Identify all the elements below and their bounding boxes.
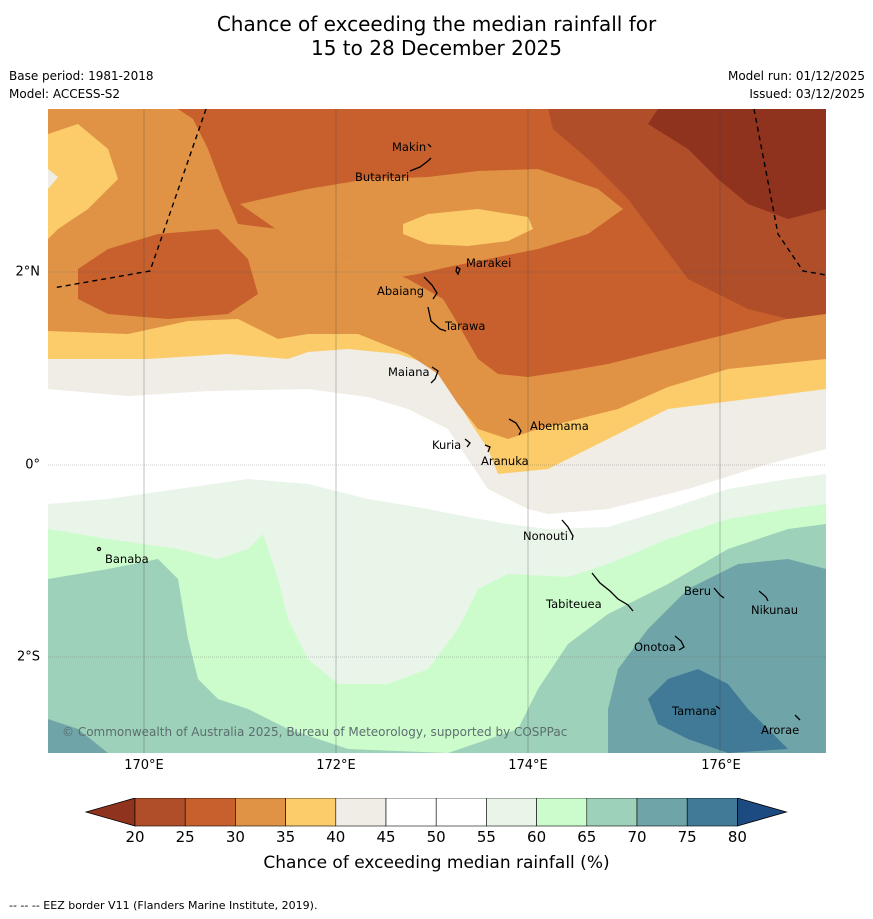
meta-right: Model run: 01/12/2025 Issued: 03/12/2025 bbox=[728, 67, 865, 103]
place-label: Arorae bbox=[761, 723, 799, 737]
model-run: Model run: 01/12/2025 bbox=[727, 69, 865, 83]
lon-label-172e: 172°E bbox=[316, 758, 356, 773]
lat-label-2n: 2°N bbox=[15, 264, 41, 280]
island-makin bbox=[427, 143, 432, 148]
title-line-2: 15 to 28 December 2025 bbox=[310, 36, 562, 60]
colorbar-over-arrow bbox=[737, 798, 788, 827]
island-onotoa bbox=[674, 635, 685, 651]
island-nonouti bbox=[561, 519, 574, 541]
island-abemama bbox=[508, 418, 522, 436]
lon-label-176e: 176°E bbox=[701, 758, 741, 773]
island-tarawa bbox=[427, 306, 447, 332]
lon-label-170e: 170°E bbox=[124, 758, 164, 773]
colorbar-cell bbox=[435, 798, 487, 827]
island-tabiteuea bbox=[591, 572, 634, 612]
place-label: Nonouti bbox=[523, 529, 568, 543]
colorbar-cell bbox=[385, 798, 437, 827]
colorbar-cell bbox=[586, 798, 638, 827]
place-label: Abemama bbox=[530, 419, 589, 433]
graticule bbox=[48, 109, 826, 753]
place-label: Makin bbox=[392, 140, 426, 154]
place-label: Kuria bbox=[432, 438, 461, 452]
place-label: Tarawa bbox=[444, 319, 485, 333]
island-maiana bbox=[430, 366, 439, 384]
colorbar-tick-label: 40 bbox=[326, 828, 346, 846]
colorbar-cell bbox=[486, 798, 537, 827]
colorbar-cell bbox=[184, 798, 236, 827]
island-tamana bbox=[715, 705, 721, 710]
islands bbox=[96, 143, 801, 721]
colorbar-tick-label: 65 bbox=[577, 828, 597, 846]
place-label: Abaiang bbox=[377, 284, 424, 298]
colorbar-cells bbox=[85, 798, 788, 827]
place-label: Banaba bbox=[105, 552, 149, 566]
island-nikunau bbox=[758, 590, 769, 602]
colorbar-cell bbox=[686, 798, 738, 827]
colorbar-tick-label: 55 bbox=[476, 828, 496, 846]
base-period: Base period: 1981-2018 bbox=[9, 69, 154, 83]
place-label: Onotoa bbox=[634, 640, 676, 654]
band-70-75-sw bbox=[48, 719, 108, 753]
colorbar-tick-label: 25 bbox=[175, 828, 195, 846]
place-label: Tabiteuea bbox=[545, 597, 602, 611]
colorbar bbox=[85, 798, 788, 827]
place-label: Nikunau bbox=[751, 603, 798, 617]
place-label: Aranuka bbox=[481, 454, 529, 468]
place-label: Beru bbox=[684, 584, 711, 598]
band-35-40-center bbox=[403, 209, 533, 246]
lat-label-0: 0° bbox=[25, 457, 40, 473]
rainfall-map: Makin Butaritari Marakei Abaiang Tarawa … bbox=[48, 109, 826, 753]
place-labels: Makin Butaritari Marakei Abaiang Tarawa … bbox=[105, 140, 799, 737]
place-label: Tamana bbox=[671, 704, 717, 718]
colorbar-cell bbox=[335, 798, 387, 827]
island-arorae bbox=[794, 714, 801, 721]
colorbar-tick-label: 70 bbox=[627, 828, 647, 846]
band-40-45-nw bbox=[48, 169, 58, 189]
colorbar-cell bbox=[235, 798, 286, 827]
colorbar-tick-label: 75 bbox=[677, 828, 697, 846]
band-75-80 bbox=[648, 669, 788, 753]
colorbar-tick-label: 80 bbox=[727, 828, 747, 846]
island-beru bbox=[713, 587, 725, 599]
colorbar-tick-label: 20 bbox=[125, 828, 145, 846]
band-under-20 bbox=[648, 109, 826, 219]
colorbar-cell bbox=[285, 798, 337, 827]
island-aranuka bbox=[484, 444, 491, 453]
place-label: Butaritari bbox=[355, 170, 409, 184]
island-marakei bbox=[455, 265, 461, 276]
issued-date: Issued: 03/12/2025 bbox=[749, 87, 865, 101]
colorbar-cell bbox=[536, 798, 588, 827]
colorbar-under-arrow bbox=[85, 798, 136, 827]
colorbar-tick-label: 35 bbox=[276, 828, 296, 846]
colorbar-cell bbox=[636, 798, 688, 827]
map-title: Chance of exceeding the median rainfall … bbox=[0, 12, 873, 60]
island-kuria bbox=[464, 438, 471, 448]
copyright-notice: © Commonwealth of Australia 2025, Bureau… bbox=[62, 725, 567, 739]
island-banaba bbox=[96, 546, 102, 552]
title-line-1: Chance of exceeding the median rainfall … bbox=[216, 12, 657, 36]
place-label: Marakei bbox=[466, 256, 511, 270]
colorbar-cell bbox=[134, 798, 186, 827]
band-35-40-nw bbox=[48, 124, 118, 239]
place-label: Maiana bbox=[388, 365, 430, 379]
colorbar-tick-label: 30 bbox=[225, 828, 245, 846]
eez-footnote: -- -- -- EEZ border V11 (Flanders Marine… bbox=[9, 899, 318, 912]
island-abaiang bbox=[423, 276, 438, 300]
eez-border bbox=[52, 109, 826, 289]
band-25-30-w bbox=[78, 229, 258, 319]
colorbar-tick-label: 50 bbox=[426, 828, 446, 846]
lon-label-174e: 174°E bbox=[508, 758, 548, 773]
lat-label-2s: 2°S bbox=[16, 649, 40, 665]
meta-left: Base period: 1981-2018 Model: ACCESS-S2 bbox=[9, 67, 154, 103]
colorbar-tick-label: 45 bbox=[376, 828, 396, 846]
colorbar-tick-label: 60 bbox=[527, 828, 547, 846]
island-butaritari bbox=[409, 157, 432, 172]
model-name: Model: ACCESS-S2 bbox=[9, 87, 121, 101]
colorbar-title: Chance of exceeding median rainfall (%) bbox=[263, 853, 610, 873]
